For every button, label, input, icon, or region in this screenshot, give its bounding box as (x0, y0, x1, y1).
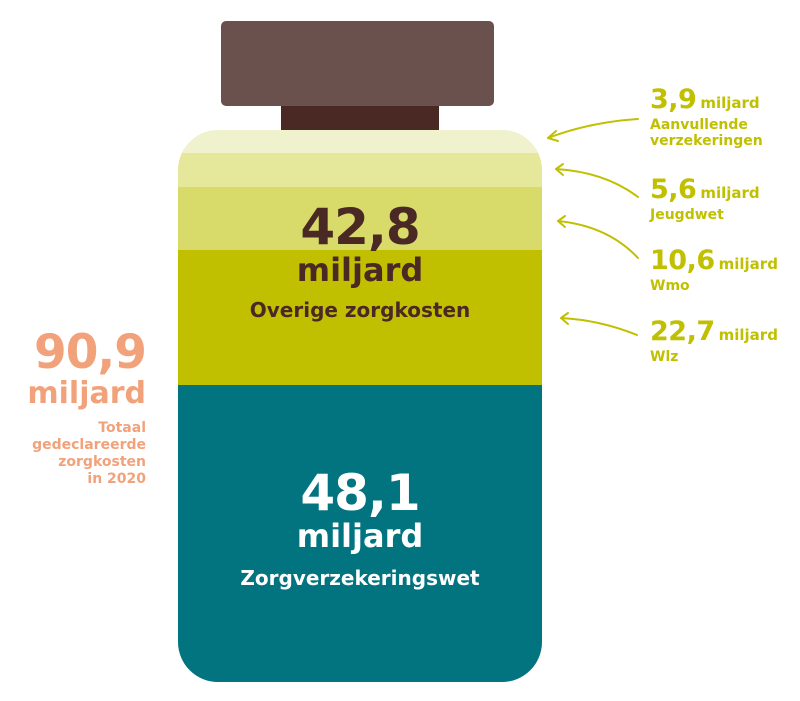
zvw-value: 48,1 (300, 464, 420, 522)
total-label: 90,9 miljard Totaal gedeclareerde zorgko… (27, 325, 147, 488)
zvw-unit: miljard (296, 517, 424, 555)
label-wmo: 10,6 miljard Wmo (650, 245, 778, 294)
label-aanvullende-verzekeringen: 3,9 miljard Aanvullende verzekeringen (650, 84, 763, 149)
label-wlz: 22,7 miljard Wlz (650, 316, 778, 365)
overige-group-label: 42,8 miljard Overige zorgkosten (178, 202, 542, 320)
overige-unit: miljard (296, 251, 424, 289)
band-zorgverzekeringswet (178, 385, 542, 682)
unit: miljard (718, 255, 778, 273)
jar-lid (221, 21, 494, 106)
jar-neck (281, 106, 439, 131)
arrow-icon-wmo (557, 215, 639, 259)
arrow-icon-jeugdwet (555, 163, 639, 198)
overige-label: Overige zorgkosten (249, 298, 471, 322)
band-wlz (178, 250, 542, 385)
band-wmo (178, 187, 542, 250)
zvw-group-label: 48,1 miljard Zorgverzekeringswet (178, 468, 542, 588)
band-jeugdwet (178, 153, 542, 187)
total-unit: miljard (27, 376, 146, 411)
value: 22,7 (650, 316, 715, 347)
unit: miljard (718, 326, 778, 344)
unit: miljard (700, 184, 760, 202)
arrow-icon-wlz (560, 312, 638, 336)
unit: miljard (700, 94, 760, 112)
category: Aanvullende (650, 117, 748, 133)
zvw-label: Zorgverzekeringswet (240, 566, 480, 590)
category-line-2: verzekeringen (650, 133, 763, 149)
total-description: Totaal gedeclareerde zorgkosten in 2020 (32, 420, 146, 487)
band-aanvullende-verzekeringen (178, 130, 542, 153)
value: 3,9 (650, 84, 697, 115)
label-jeugdwet: 5,6 miljard Jeugdwet (650, 174, 760, 223)
category: Wmo (650, 278, 690, 294)
overige-value: 42,8 (300, 198, 420, 256)
value: 5,6 (650, 174, 697, 205)
arrow-icon-aanvullende (547, 118, 639, 142)
total-value: 90,9 (34, 325, 147, 380)
jar-stacked-bar: 42,8 miljard Overige zorgkosten 48,1 mil… (178, 130, 542, 682)
category: Jeugdwet (650, 207, 724, 223)
category: Wlz (650, 349, 679, 365)
value: 10,6 (650, 245, 715, 276)
